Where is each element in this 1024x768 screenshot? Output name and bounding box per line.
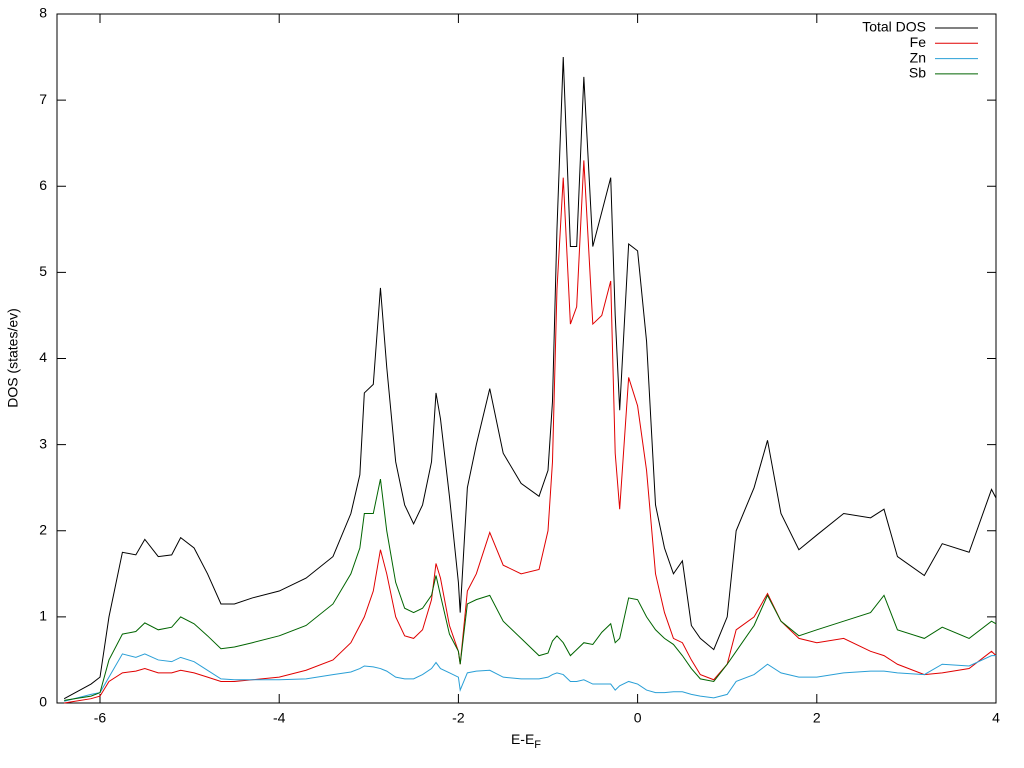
- plot-frame: [56, 13, 997, 704]
- series-line: [64, 160, 997, 704]
- y-axis-label: DOS (states/ev): [5, 308, 21, 408]
- y-tick-label: 1: [39, 608, 47, 624]
- y-tick-label: 2: [39, 521, 47, 537]
- legend-label: Fe: [910, 34, 927, 50]
- y-tick-label: 0: [39, 694, 47, 710]
- x-tick-label: -4: [273, 710, 286, 726]
- x-axis-label: E-EF: [511, 731, 541, 751]
- x-tick-label: 2: [813, 710, 821, 726]
- y-tick-label: 4: [39, 349, 47, 365]
- x-tick-label: -6: [94, 710, 107, 726]
- legend-label: Zn: [910, 49, 926, 65]
- y-tick-label: 8: [39, 5, 47, 21]
- legend-label: Total DOS: [862, 19, 926, 35]
- legend-label: Sb: [909, 65, 926, 81]
- y-tick-label: 5: [39, 263, 47, 279]
- series-line: [63, 57, 997, 700]
- series-line: [64, 478, 997, 701]
- x-axis-label-main: E-E: [511, 731, 534, 747]
- y-tick-label: 3: [39, 435, 47, 451]
- y-tick-label: 6: [39, 177, 47, 193]
- y-tick-label: 7: [39, 91, 47, 107]
- x-tick-label: 0: [634, 710, 642, 726]
- x-tick-label: -2: [452, 710, 465, 726]
- x-axis-label-subscript: F: [534, 739, 541, 751]
- x-tick-label: 4: [992, 710, 1000, 726]
- series-line: [64, 653, 996, 702]
